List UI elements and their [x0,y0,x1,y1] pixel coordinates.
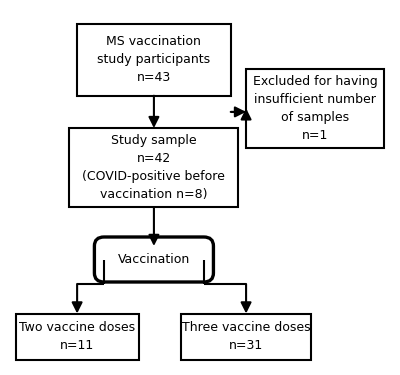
Text: Excluded for having
insufficient number
of samples
n=1: Excluded for having insufficient number … [253,75,378,142]
FancyBboxPatch shape [77,24,231,96]
FancyBboxPatch shape [70,128,238,207]
Text: Three vaccine doses
n=31: Three vaccine doses n=31 [182,321,310,352]
Text: Study sample
n=42
(COVID-positive before
vaccination n=8): Study sample n=42 (COVID-positive before… [82,134,225,201]
FancyBboxPatch shape [16,314,138,360]
Text: MS vaccination
study participants
n=43: MS vaccination study participants n=43 [97,35,210,84]
FancyBboxPatch shape [94,237,214,282]
Text: Two vaccine doses
n=11: Two vaccine doses n=11 [19,321,135,352]
FancyBboxPatch shape [246,69,384,148]
FancyBboxPatch shape [181,314,311,360]
Text: Vaccination: Vaccination [118,253,190,266]
